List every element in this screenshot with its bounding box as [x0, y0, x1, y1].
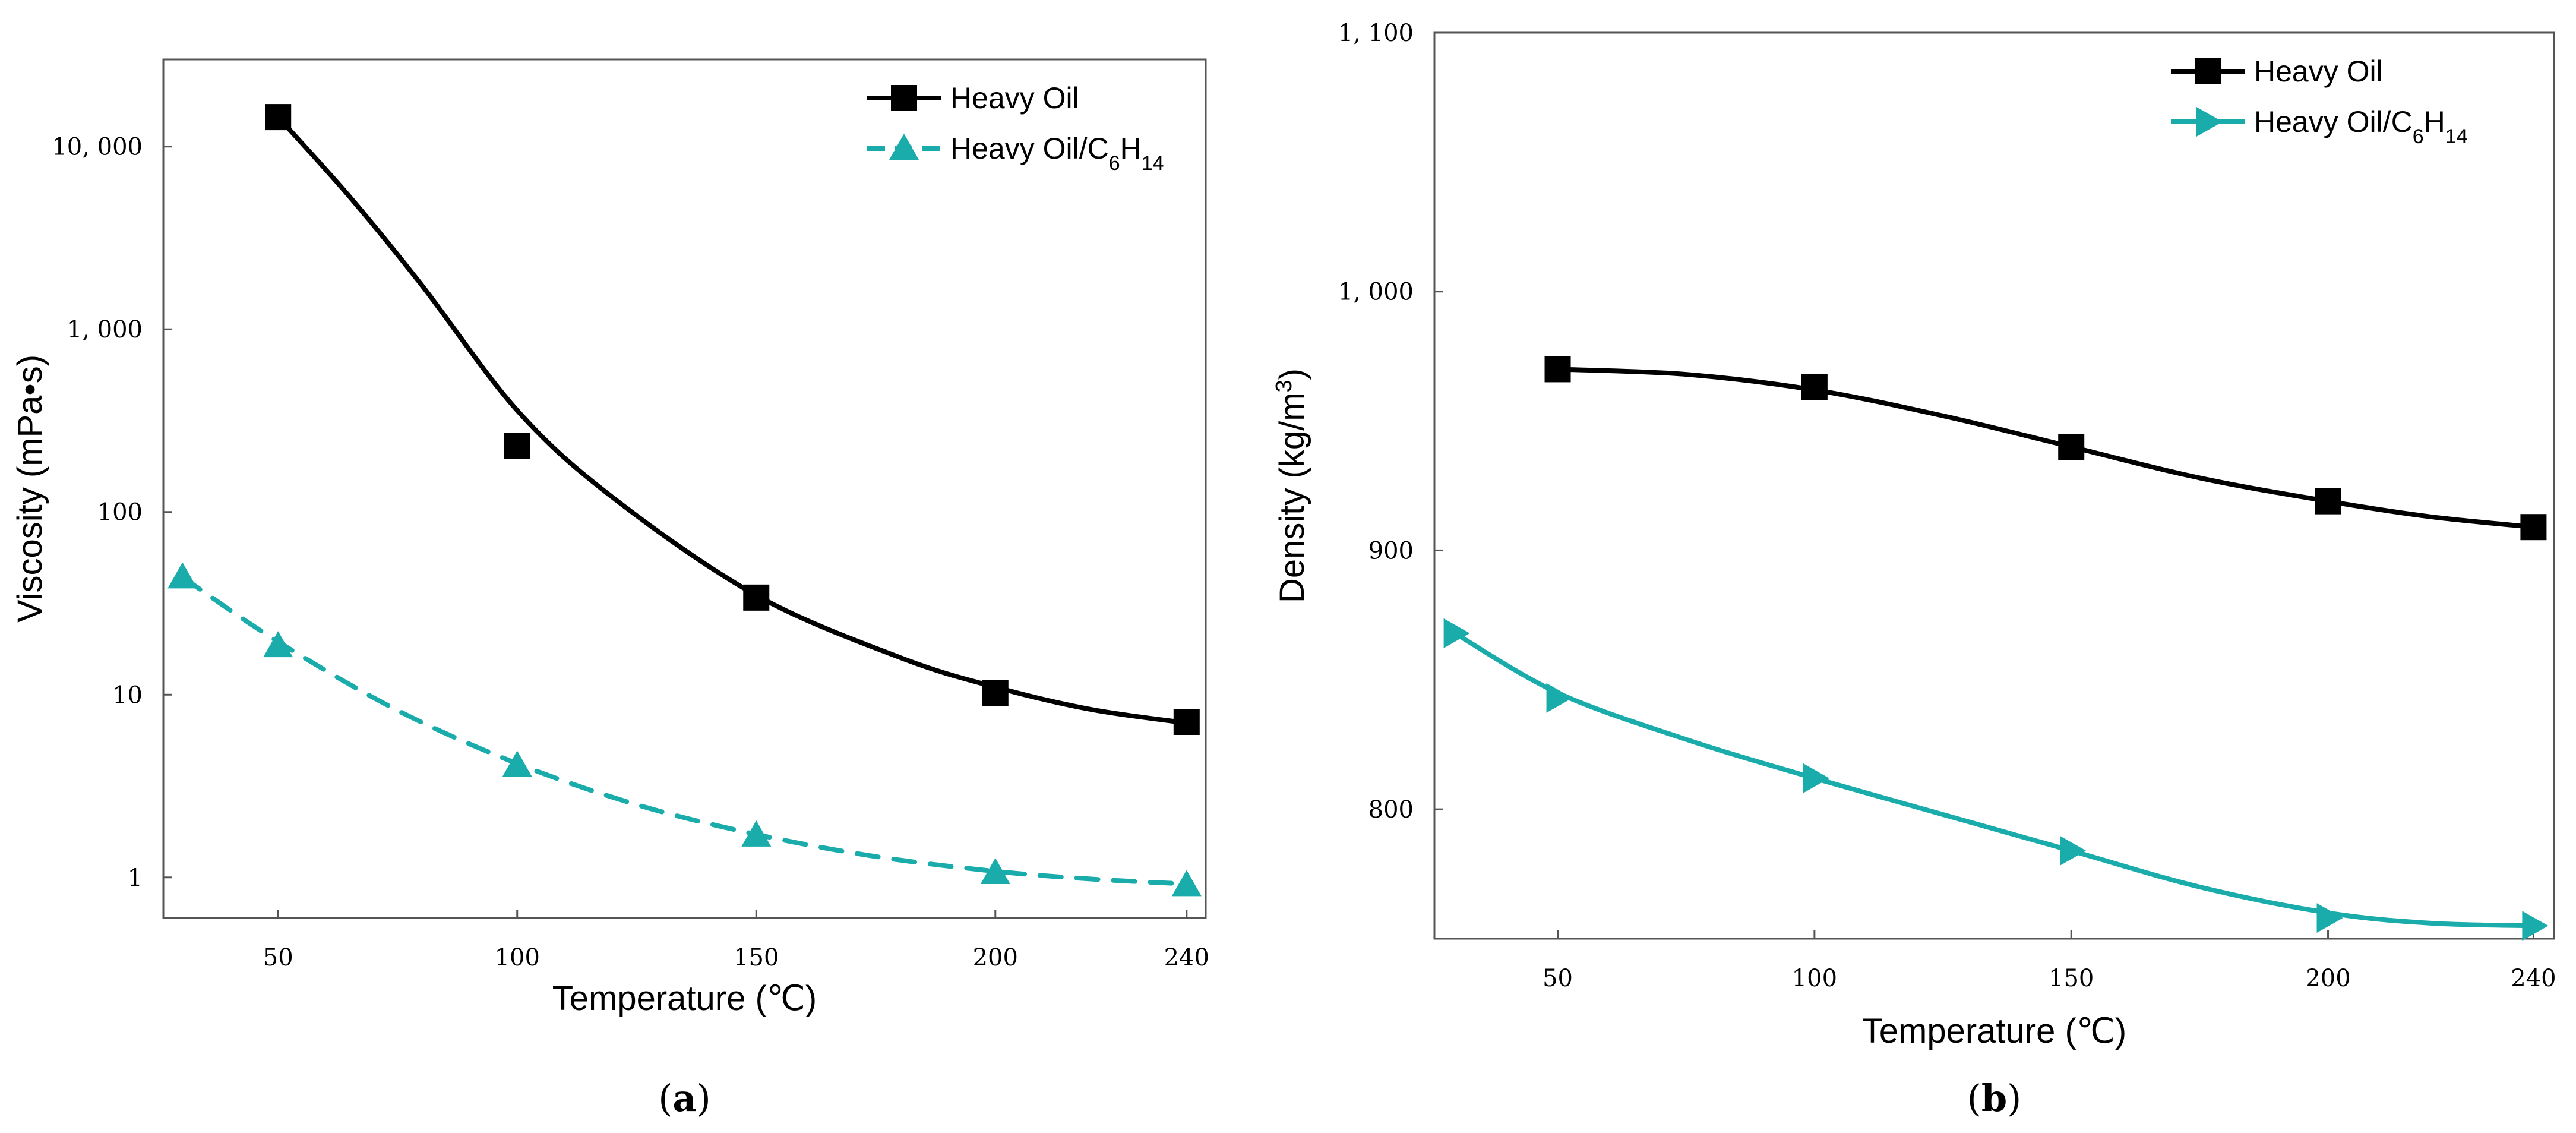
y-axis-label: Density (kg/m3)	[1272, 368, 1311, 603]
data-point-triangle	[741, 820, 772, 847]
data-point-square	[743, 584, 770, 611]
series-line-heavy-oil-hexane	[1452, 630, 2536, 929]
legend-label-text: H	[2424, 105, 2445, 138]
data-point-triangle	[1443, 618, 1470, 648]
data-point-triangle	[167, 562, 198, 589]
plot-frame	[162, 58, 1207, 919]
x-tick-label: 200	[2305, 965, 2350, 992]
panel-label: (b)	[1967, 1077, 2022, 1120]
x-tick-label: 150	[2049, 965, 2094, 992]
legend-label-subscript: 6	[1109, 152, 1120, 175]
data-point-square	[2195, 58, 2221, 84]
data-point-triangle	[980, 857, 1010, 884]
data-point-triangle	[889, 134, 919, 160]
panel-label-letter: a	[672, 1077, 696, 1120]
y-tick-label: 900	[1368, 537, 1414, 564]
data-point-triangle	[263, 631, 293, 658]
plot-frame	[1433, 31, 2555, 940]
data-point-square	[982, 680, 1009, 706]
data-point-triangle	[1171, 870, 1202, 897]
density-chart: 50 100 150 200 240 800 900 1, 000 1, 100 Temperat…	[1272, 20, 2556, 1120]
panel-label-open: (	[658, 1077, 672, 1120]
legend-label-text: Heavy Oil/C	[2254, 105, 2413, 138]
data-point-square	[1173, 709, 1200, 736]
x-tick-label: 200	[973, 944, 1018, 971]
legend-label-subscript: 6	[2413, 125, 2424, 148]
data-point-triangle	[1546, 683, 1573, 713]
x-tick-label: 240	[2511, 965, 2556, 992]
data-point-triangle	[2060, 835, 2087, 866]
data-point-square	[2315, 488, 2341, 515]
x-tick-label: 50	[263, 944, 293, 971]
data-point-triangle	[2316, 903, 2343, 933]
data-point-triangle	[2522, 911, 2549, 941]
y-tick-label: 10, 000	[52, 134, 143, 161]
y-axis-label: Viscosity (mPa•s)	[11, 355, 49, 623]
y-axis-label-text: Density (kg/m	[1273, 392, 1311, 603]
y-tick-label: 10	[112, 681, 143, 709]
series-line-heavy-oil-hexane	[180, 575, 1189, 886]
panel-label-close: )	[697, 1077, 711, 1120]
legend-label-text: H	[1120, 132, 1142, 165]
series-line-heavy-oil	[276, 115, 1189, 725]
data-point-square	[1544, 356, 1571, 383]
data-point-triangle	[502, 750, 532, 777]
x-tick-label: 100	[495, 944, 540, 971]
y-tick-label: 800	[1368, 796, 1414, 823]
data-point-triangle	[1803, 763, 1829, 793]
panel-label-open: (	[1967, 1077, 1981, 1120]
legend-label: Heavy Oil	[950, 81, 1079, 115]
x-tick-label: 240	[1164, 944, 1209, 971]
y-tick-label: 1	[128, 864, 143, 892]
data-point-square	[1801, 374, 1828, 400]
legend-label: Heavy Oil	[2254, 55, 2383, 88]
y-tick-label: 1, 000	[1338, 279, 1414, 306]
x-tick-label: 150	[734, 944, 779, 971]
panel-label-close: )	[2007, 1077, 2021, 1120]
panel-label: (a)	[658, 1077, 711, 1120]
x-axis-label: Temperature (℃)	[552, 979, 817, 1018]
legend-label-text: Heavy Oil	[950, 81, 1079, 115]
legend-label-text: Heavy Oil	[2254, 55, 2383, 88]
y-axis-label-superscript: 3	[1272, 380, 1297, 392]
legend-label-subscript: 14	[1142, 152, 1164, 175]
y-axis-label-close: )	[1273, 368, 1311, 380]
x-tick-label: 50	[1543, 965, 1573, 992]
legend-label: Heavy Oil/C6H14	[950, 132, 1164, 175]
data-point-square	[891, 85, 917, 111]
data-point-square	[265, 104, 292, 131]
legend-label-text: Heavy Oil/C	[950, 132, 1109, 165]
y-tick-label: 1, 000	[67, 316, 143, 343]
y-tick-label: 100	[97, 499, 143, 526]
legend-label-subscript: 14	[2445, 125, 2468, 148]
viscosity-chart: 50 100 150 200 240 1 10 100 1, 000 10, 000 Tempera…	[11, 58, 1209, 1120]
y-tick-label: 1, 100	[1338, 20, 1414, 47]
legend-label: Heavy Oil/C6H14	[2254, 105, 2468, 148]
data-point-square	[504, 433, 530, 459]
x-tick-label: 100	[1792, 965, 1837, 992]
data-point-square	[2058, 434, 2085, 460]
data-point-triangle	[2196, 107, 2223, 137]
series-line-heavy-oil	[1555, 367, 2536, 530]
panel-label-letter: b	[1981, 1077, 2007, 1120]
x-axis-label: Temperature (℃)	[1862, 1012, 2126, 1050]
data-point-square	[2520, 514, 2547, 541]
y-axis-label-text: Viscosity (mPa•s)	[11, 355, 49, 623]
